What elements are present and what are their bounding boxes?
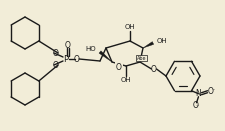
Text: OH: OH [125, 24, 135, 30]
Text: OH: OH [157, 38, 168, 44]
Text: O: O [193, 101, 198, 110]
Text: O: O [53, 48, 59, 58]
Text: O: O [207, 87, 214, 96]
Text: N: N [196, 89, 201, 98]
Text: ⁻: ⁻ [196, 105, 199, 110]
Text: P: P [63, 54, 69, 64]
Text: O: O [151, 64, 157, 73]
Text: ⁻: ⁻ [212, 89, 215, 94]
Text: Abe: Abe [137, 56, 146, 61]
Text: O: O [65, 40, 71, 50]
Polygon shape [99, 51, 112, 62]
Text: OH: OH [121, 77, 131, 83]
Polygon shape [143, 42, 154, 48]
Text: O: O [74, 54, 80, 64]
Text: HO: HO [85, 46, 96, 52]
Text: O: O [53, 61, 59, 70]
Text: O: O [116, 64, 122, 72]
